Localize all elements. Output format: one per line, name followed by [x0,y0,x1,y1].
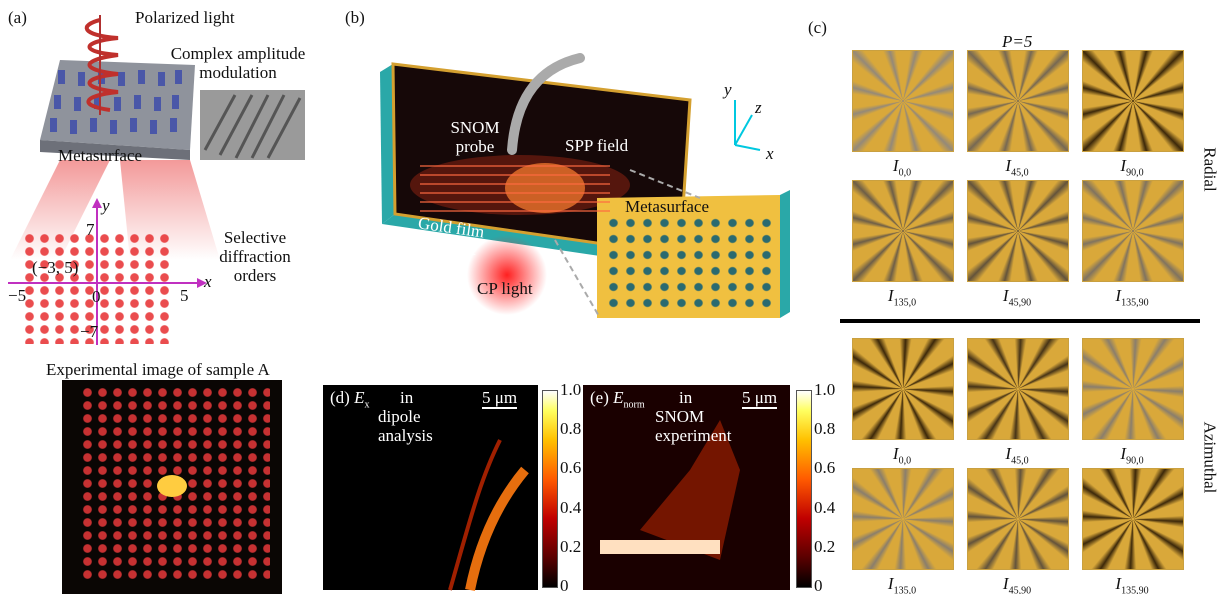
panel-label: (e) [590,388,609,407]
subscript: 135,0 [894,585,917,594]
text: CP light [477,279,533,298]
text: in SNOM experiment [655,388,735,445]
polarization-image [967,50,1069,152]
axis-label: −7 [80,322,98,341]
colorbar-tick-label: 0.4 [814,498,835,518]
image-caption: I45,90 [967,574,1067,594]
subscript: 45,90 [1009,297,1032,308]
text: SPP field [565,136,628,155]
image-caption: I45,0 [967,444,1067,466]
axis-label: y [724,80,732,99]
axis-label: 5 [180,286,189,305]
image-caption: I90,0 [1082,444,1182,466]
axis-label: 0 [92,287,101,306]
axis-label: −5 [8,286,26,305]
subscript: 135,90 [1121,585,1149,594]
experimental-image [62,380,282,594]
text: Metasurface [625,197,709,216]
polarization-image [967,468,1069,570]
panel-title: (d) Ex [330,388,369,414]
group-label: Azimuthal [1201,408,1218,508]
polarization-image [852,338,954,440]
colorbar-tick-label: 0.4 [560,498,581,518]
image-caption: I0,0 [852,444,952,466]
polarization-image [852,50,954,152]
y-arrow [92,198,102,208]
axis-label: x [766,144,774,163]
subscript: 135,90 [1121,297,1149,308]
caption: in dipole analysis [378,388,458,445]
scale-bar: 5 μm [742,388,777,409]
image-caption: I0,0 [852,156,952,178]
text: in dipole analysis [378,388,458,445]
axis-label: y [102,196,110,215]
panel-label: (a) [8,8,27,27]
field-symbol: E [613,388,623,407]
colorbar [796,390,812,588]
field-subscript: norm [624,399,645,410]
panel-title: (e) Enorm [590,388,645,414]
field-subscript: x [364,399,369,410]
colorbar [542,390,558,588]
text: Experimental image of sample A [46,360,270,379]
caption: in SNOM experiment [655,388,735,445]
subscript: 90,0 [1126,167,1144,178]
image-caption: I135,0 [852,574,952,594]
polarization-image [1082,468,1184,570]
text: Polarized light [135,8,235,27]
colorbar-tick-label: 0.6 [560,458,581,478]
colorbar-tick-label: 1.0 [814,380,835,400]
subscript: 0,0 [899,167,912,178]
image-caption: I45,90 [967,286,1067,308]
text: Metasurface [58,146,142,165]
cp-light [467,235,547,315]
group-label: Radial [1201,120,1218,220]
inset-pattern [605,215,775,310]
panel-label: (b) [345,8,365,27]
polarization-image [967,338,1069,440]
field-symbol: E [354,388,364,407]
polarization-image [852,468,954,570]
colorbar-tick-label: 0.8 [560,419,581,439]
figure: (a) Polarized light Complex amplitude mo… [0,0,1218,594]
colorbar-tick-label: 0 [814,576,823,594]
axis-label: z [755,98,762,117]
axis-label: x [204,272,212,291]
subscript: 90,0 [1126,455,1144,466]
polarization-image [852,180,954,282]
colorbar-tick-label: 0.2 [814,537,835,557]
text: Selective diffraction orders [210,228,300,285]
scale-bar: 5 μm [482,388,517,409]
colorbar-tick-label: 0.8 [814,419,835,439]
subscript: 135,0 [894,297,917,308]
polarization-image [1082,338,1184,440]
panel-label: (c) [808,18,827,37]
image-caption: I45,0 [967,156,1067,178]
metasurface-array [420,165,610,215]
image-caption: I90,0 [1082,156,1182,178]
colorbar-tick-label: 0.6 [814,458,835,478]
subscript: 45,0 [1011,455,1029,466]
polarization-image [967,180,1069,282]
axis-label: 7 [86,220,95,239]
subscript: 45,90 [1009,585,1032,594]
colorbar-tick-label: 0 [560,576,569,594]
text: Complex amplitude modulation [168,44,308,82]
image-caption: I135,0 [852,286,952,308]
image-caption: I135,90 [1082,574,1182,594]
inset-edge [780,190,790,318]
image-caption: I135,90 [1082,286,1182,308]
colorbar-tick-label: 1.0 [560,380,581,400]
polarization-image [1082,50,1184,152]
subscript: 0,0 [899,455,912,466]
polarization-image [1082,180,1184,282]
subscript: 45,0 [1011,167,1029,178]
snom-hotline [600,540,720,554]
point-label: (−3, 5) [32,258,78,277]
text: P=5 [1002,32,1032,51]
text: SNOM probe [440,118,510,156]
colorbar-tick-label: 0.2 [560,537,581,557]
panel-label: (d) [330,388,350,407]
